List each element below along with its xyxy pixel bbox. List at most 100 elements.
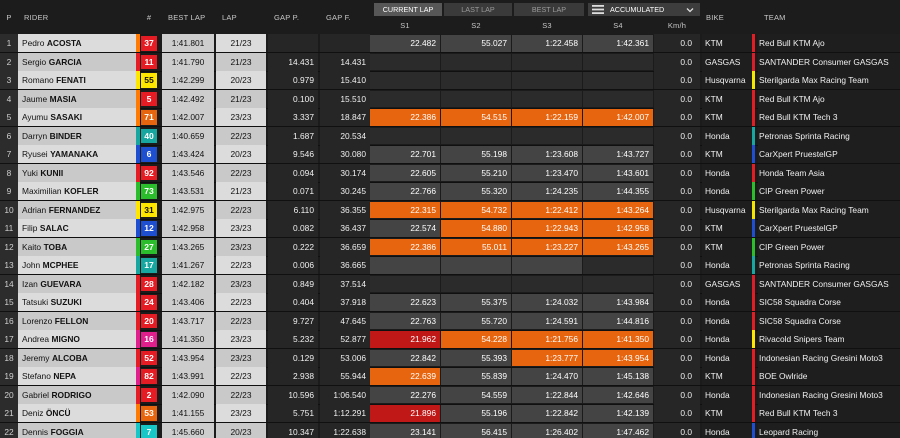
- table-row[interactable]: 12 Kaito TOBA 27 1:43.265 23/23 0.222 36.659 22.…: [0, 237, 900, 256]
- header-gap-previous[interactable]: GAP P.: [274, 12, 300, 22]
- table-row[interactable]: 10 Adrian FERNANDEZ 31 1:42.975 22/23 6.110 36.…: [0, 200, 900, 219]
- best-lap-cell: 1:43.991: [162, 367, 214, 386]
- table-row[interactable]: 15 Tatsuki SUZUKI 24 1:43.406 22/23 0.404 37.91…: [0, 293, 900, 312]
- sector-2-cell: [441, 127, 511, 144]
- sector-4-cell: 1:42.361: [583, 35, 653, 52]
- rider-first-name: Deniz: [22, 408, 44, 419]
- position-cell: 17: [0, 330, 18, 349]
- header-s4[interactable]: S4: [613, 21, 623, 30]
- sector-1-cell: 22.766: [370, 183, 440, 200]
- table-row[interactable]: 20 Gabriel RODRIGO 2 1:42.090 22/23 10.596 1:06…: [0, 385, 900, 404]
- table-row[interactable]: 6 Darryn BINDER 40 1:40.659 22/23 1.687 20.534 0…: [0, 126, 900, 145]
- table-row[interactable]: 2 Sergio GARCIA 11 1:41.790 21/23 14.431 14.431…: [0, 52, 900, 71]
- row-divider: [0, 422, 900, 423]
- tab-current-lap[interactable]: CURRENT LAP: [374, 3, 442, 16]
- rider-number: 6: [141, 147, 157, 162]
- table-row[interactable]: 9 Maximilian KOFLER 73 1:43.531 21/23 0.071 30.…: [0, 182, 900, 201]
- table-row[interactable]: 17 Andrea MIGNO 16 1:41.350 23/23 5.232 52.877 2…: [0, 330, 900, 349]
- header-rider[interactable]: RIDER: [24, 12, 49, 22]
- header-s3[interactable]: S3: [542, 21, 552, 30]
- speed-cell: 0.0: [654, 293, 700, 312]
- sector-3-cell: 1:26.402: [512, 423, 582, 438]
- table-row[interactable]: 7 Ryusei YAMANAKA 6 1:43.424 20/23 9.546 30.080…: [0, 145, 900, 164]
- gap-previous-cell: 0.222: [268, 237, 318, 256]
- gap-first-cell: 53.006: [320, 348, 370, 367]
- speed-cell: 0.0: [654, 34, 700, 53]
- rider-last-name: GUEVARA: [40, 278, 82, 289]
- sector-1-cell: [370, 53, 440, 70]
- table-row[interactable]: 19 Stefano NEPA 82 1:43.991 22/23 2.938 55.944 2…: [0, 367, 900, 386]
- lap-cell: 22/23: [216, 311, 266, 330]
- best-lap-cell: 1:43.265: [162, 237, 214, 256]
- sector-3-cell: [512, 72, 582, 89]
- lap-cell: 21/23: [216, 52, 266, 71]
- team-color-stripe: [752, 256, 755, 275]
- table-row[interactable]: 14 Izan GUEVARA 28 1:42.182 23/23 0.849 37.514 0…: [0, 274, 900, 293]
- gap-previous-cell: 0.082: [268, 219, 318, 238]
- position-cell: 4: [0, 89, 18, 108]
- header-best-lap[interactable]: BEST LAP: [168, 12, 206, 22]
- rider-first-name: Kaito: [22, 241, 42, 252]
- sector-2-cell: [441, 257, 511, 274]
- gap-first-cell: 37.918: [320, 293, 370, 312]
- team-cell: SANTANDER Consumer GASGAS: [758, 52, 900, 71]
- rider-last-name: NEPA: [53, 371, 77, 382]
- table-row[interactable]: 4 Jaume MASIA 5 1:42.492 21/23 0.100 15.510 0.0 K…: [0, 89, 900, 108]
- header-lap[interactable]: LAP: [222, 12, 237, 22]
- speed-cell: 0.0: [654, 182, 700, 201]
- gap-previous-cell: 3.337: [268, 108, 318, 127]
- table-row[interactable]: 3 Romano FENATI 55 1:42.299 20/23 0.979 15.410 0…: [0, 71, 900, 90]
- header-bike[interactable]: BIKE: [706, 12, 724, 22]
- sector-3-cell: 1:23.608: [512, 146, 582, 163]
- sector-4-cell: 1:43.264: [583, 201, 653, 218]
- table-row[interactable]: 1 Pedro ACOSTA 37 1:41.801 21/23 22.482 55.027 1…: [0, 34, 900, 53]
- sector-2-cell: 55.196: [441, 405, 511, 422]
- rider-number: 92: [141, 165, 157, 180]
- best-lap-cell: 1:41.790: [162, 52, 214, 71]
- header-kmh[interactable]: Km/h: [667, 21, 687, 30]
- lap-cell: 21/23: [216, 89, 266, 108]
- sector-1-cell: 22.386: [370, 238, 440, 255]
- header-number[interactable]: #: [146, 12, 152, 22]
- lap-cell: 23/23: [216, 274, 266, 293]
- mode-select[interactable]: ACCUMULATED: [588, 3, 700, 16]
- table-row[interactable]: 13 John MCPHEE 17 1:41.267 22/23 0.006 36.665 0.…: [0, 256, 900, 275]
- gap-first-cell: 36.659: [320, 237, 370, 256]
- table-row[interactable]: 11 Filip SALAC 12 1:42.958 23/23 0.082 36.437 22…: [0, 219, 900, 238]
- bike-cell: KTM: [702, 219, 752, 238]
- sector-2-cell: 54.732: [441, 201, 511, 218]
- bars-icon: [592, 5, 604, 14]
- gap-first-cell: 14.431: [320, 52, 370, 71]
- sector-3-cell: [512, 275, 582, 292]
- tab-best-lap[interactable]: BEST LAP: [514, 3, 584, 16]
- table-row[interactable]: 5 Ayumu SASAKI 71 1:42.007 23/23 3.337 18.847 22…: [0, 108, 900, 127]
- speed-cell: 0.0: [654, 274, 700, 293]
- header-pos[interactable]: P: [6, 12, 12, 22]
- header-s2[interactable]: S2: [471, 21, 481, 30]
- sector-4-cell: [583, 53, 653, 70]
- gap-first-cell: 1:12.291: [320, 404, 370, 423]
- rider-first-name: Jeremy: [22, 352, 50, 363]
- sector-4-cell: 1:42.007: [583, 109, 653, 126]
- sector-1-cell: 22.315: [370, 201, 440, 218]
- team-color-stripe: [752, 293, 755, 312]
- table-row[interactable]: 16 Lorenzo FELLON 20 1:43.717 22/23 9.727 47.64…: [0, 311, 900, 330]
- team-cell: Red Bull KTM Ajo: [758, 34, 900, 53]
- table-row[interactable]: 21 Deniz ÖNCÜ 53 1:41.155 23/23 5.751 1:12.291 2…: [0, 404, 900, 423]
- gap-first-cell: 52.877: [320, 330, 370, 349]
- rider-color-stripe: [136, 219, 140, 238]
- rider-first-name: Dennis: [22, 426, 49, 437]
- tab-last-lap[interactable]: LAST LAP: [444, 3, 512, 16]
- bike-cell: KTM: [702, 145, 752, 164]
- header-team[interactable]: TEAM: [764, 12, 786, 22]
- header-s1[interactable]: S1: [400, 21, 410, 30]
- table-row[interactable]: 18 Jeremy ALCOBA 52 1:43.954 23/23 0.129 53.006…: [0, 348, 900, 367]
- best-lap-cell: 1:42.007: [162, 108, 214, 127]
- table-row[interactable]: 22 Dennis FOGGIA 7 1:45.660 20/23 10.347 1:22.6…: [0, 422, 900, 438]
- table-row[interactable]: 8 Yuki KUNII 92 1:43.546 22/23 0.094 30.174 22.6…: [0, 163, 900, 182]
- sector-1-cell: 22.276: [370, 386, 440, 403]
- rider-number: 27: [141, 239, 157, 254]
- header-gap-first[interactable]: GAP F.: [326, 12, 351, 22]
- sector-2-cell: 55.839: [441, 368, 511, 385]
- header-row: P RIDER # BEST LAP LAP GAP P. GAP F. CUR…: [0, 0, 900, 34]
